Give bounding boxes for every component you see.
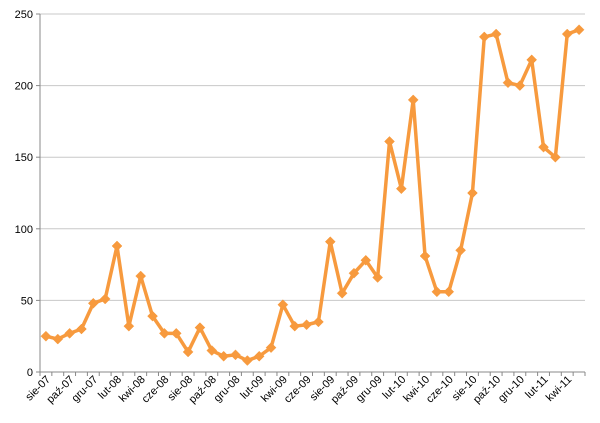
- y-tick-label: 250: [15, 9, 33, 21]
- x-axis-tick-labels: sie-07paź-07gru-07lut-08kwi-08cze-08sie-…: [23, 374, 574, 406]
- data-point-marker: [206, 345, 218, 356]
- data-point-marker: [40, 330, 52, 342]
- data-point-marker: [324, 236, 336, 248]
- data-point-marker: [455, 244, 466, 256]
- data-point-marker: [194, 322, 206, 333]
- x-tick-label: cze-09: [282, 374, 314, 406]
- data-point-marker: [241, 355, 253, 366]
- data-point-marker: [52, 333, 64, 345]
- data-point-marker: [111, 240, 123, 252]
- data-point-marker: [277, 299, 289, 311]
- data-point-marker: [64, 327, 75, 339]
- x-tick-label: gru-10: [496, 374, 527, 405]
- data-point-marker: [550, 151, 561, 163]
- data-point-marker: [87, 297, 99, 309]
- data-point-marker: [99, 293, 111, 305]
- data-point-marker: [159, 327, 170, 339]
- y-tick-label: 100: [15, 224, 33, 236]
- data-series: [40, 24, 585, 366]
- data-point-marker: [230, 349, 241, 361]
- data-point-marker: [135, 270, 147, 282]
- y-tick-label: 150: [15, 152, 33, 164]
- data-point-marker: [502, 77, 514, 89]
- y-axis-tick-labels: 0 50 100 150 200 250: [15, 9, 33, 379]
- data-point-marker: [514, 80, 526, 91]
- data-point-marker: [265, 342, 277, 354]
- data-point-marker: [123, 320, 135, 332]
- gridlines: [40, 13, 585, 301]
- data-point-marker: [289, 320, 301, 332]
- data-point-marker: [170, 327, 182, 339]
- data-point-marker: [218, 350, 229, 362]
- x-tick-label: cze-10: [424, 374, 456, 406]
- data-point-marker: [490, 28, 502, 40]
- data-point-marker: [573, 24, 585, 36]
- data-point-marker: [526, 54, 538, 66]
- x-tick-label: gru-08: [212, 374, 243, 405]
- data-point-marker: [313, 316, 324, 328]
- data-point-marker: [538, 141, 549, 153]
- x-tick-label: kwi-11: [544, 374, 574, 404]
- data-point-marker: [407, 94, 419, 106]
- x-tick-label: gru-09: [354, 374, 385, 405]
- data-point-marker: [396, 183, 407, 195]
- data-point-marker: [561, 28, 573, 40]
- x-tick-label: gru-07: [69, 374, 100, 405]
- data-point-marker: [348, 267, 360, 279]
- data-point-marker: [384, 136, 395, 147]
- data-point-marker: [467, 187, 478, 199]
- data-point-marker: [372, 272, 384, 283]
- series-line: [44, 28, 581, 363]
- data-point-marker: [301, 319, 312, 331]
- data-point-marker: [431, 286, 443, 298]
- data-point-marker: [147, 310, 158, 322]
- data-point-marker: [478, 31, 490, 43]
- y-tick-label: 200: [15, 81, 33, 93]
- data-point-marker: [182, 346, 194, 358]
- axes: [36, 13, 586, 376]
- data-point-marker: [443, 286, 455, 298]
- y-tick-label: 0: [27, 367, 33, 379]
- x-tick-label: cze-08: [140, 374, 172, 406]
- data-point-marker: [336, 287, 348, 299]
- y-tick-label: 50: [21, 295, 33, 307]
- data-point-marker: [360, 254, 372, 266]
- data-point-marker: [419, 250, 431, 262]
- data-point-marker: [76, 323, 87, 335]
- data-point-marker: [253, 350, 265, 362]
